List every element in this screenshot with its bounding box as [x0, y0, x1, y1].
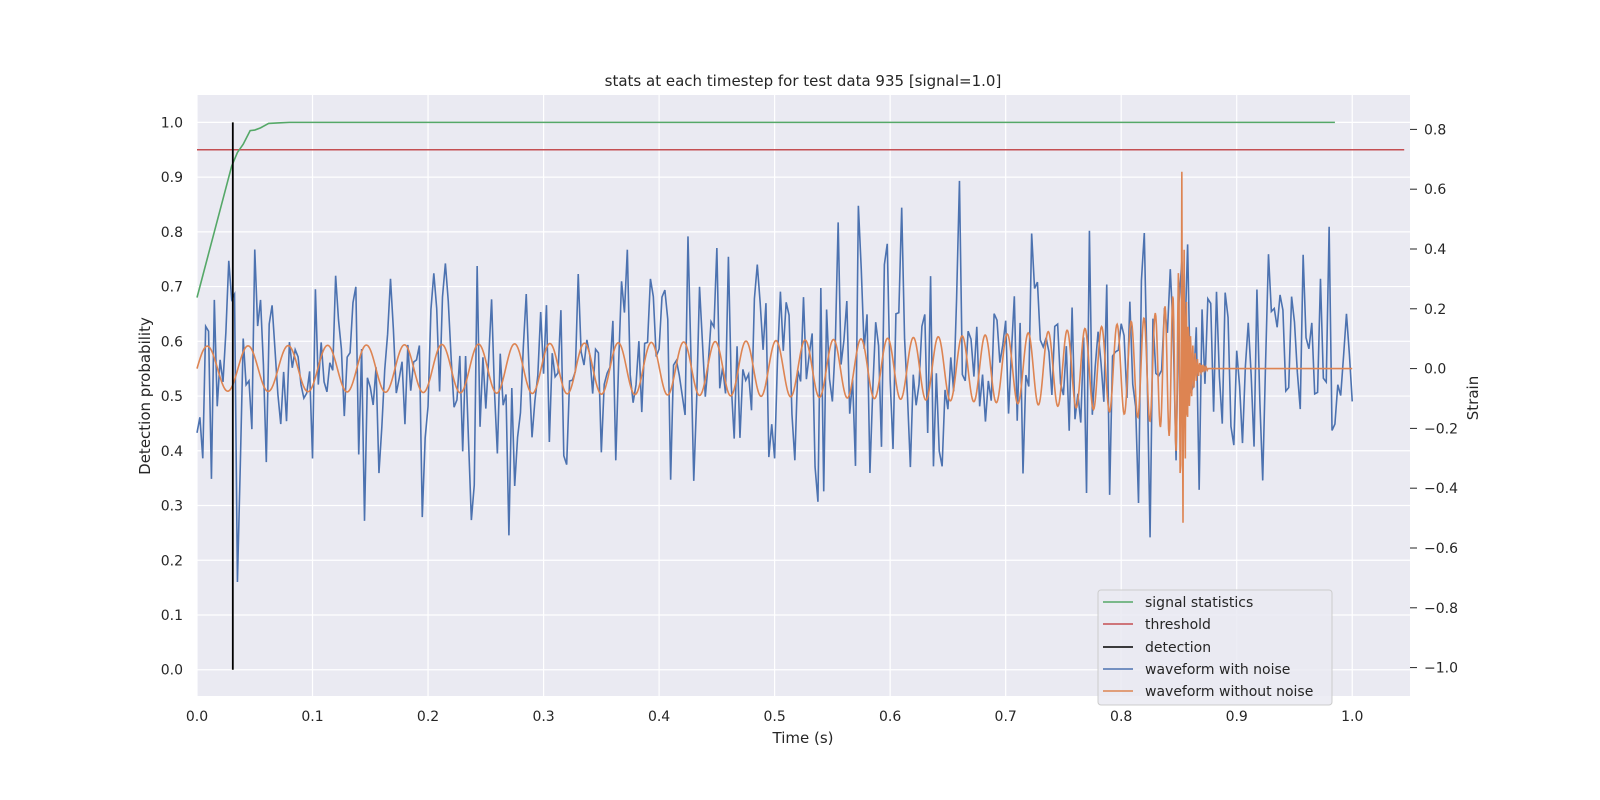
x-tick-label-3: 0.3: [532, 709, 554, 725]
y-left-tick-label-4: 0.4: [161, 444, 183, 460]
y-left-tick-label-2: 0.2: [161, 553, 183, 569]
y-left-tick-label-1: 0.1: [161, 608, 183, 624]
series-waveform-without-noise: [196, 171, 1353, 523]
series-signal-statistics: [196, 121, 1335, 298]
y-right-axis-label: Strain: [1464, 376, 1482, 420]
legend: signal statistics threshold detection wa…: [1097, 589, 1333, 706]
y-right-tick-label-4: −0.2: [1424, 421, 1458, 437]
y-left-axis-label: Detection probability: [136, 317, 154, 475]
y-left-tick-label-5: 0.5: [161, 389, 183, 405]
x-tick-label-1: 0.1: [301, 709, 323, 725]
y-left-tick-label-6: 0.6: [161, 334, 183, 350]
y-left-tick-label-8: 0.8: [161, 225, 183, 241]
x-tick-label-2: 0.2: [417, 709, 439, 725]
y-left-tick-label-0: 0.0: [161, 663, 183, 679]
x-tick-label-4: 0.4: [648, 709, 670, 725]
legend-label-waveform-without-noise: waveform without noise: [1145, 684, 1313, 700]
legend-label-signal-statistics: signal statistics: [1145, 595, 1253, 611]
x-tick-labels: 0.0 0.1 0.2 0.3 0.4 0.5 0.6 0.7 0.8 0.9 1.0: [186, 709, 1364, 725]
series-layer: [196, 121, 1405, 670]
y-left-tick-label-10: 1.0: [161, 115, 183, 131]
x-tick-label-0: 0.0: [186, 709, 208, 725]
y-right-tick-labels: −1.0 −0.8 −0.6 −0.4 −0.2 0.0 0.2 0.4 0.6 0.8: [1410, 122, 1458, 677]
x-tick-label-6: 0.6: [879, 709, 901, 725]
y-right-tick-label-2: −0.6: [1424, 541, 1458, 557]
x-axis-label: Time (s): [772, 729, 834, 747]
y-right-tick-label-5: 0.0: [1424, 362, 1446, 378]
y-right-tick-label-9: 0.8: [1424, 122, 1446, 138]
y-right-tick-label-1: −0.8: [1424, 601, 1458, 617]
y-left-tick-label-7: 0.7: [161, 280, 183, 296]
legend-box: [1097, 589, 1333, 706]
x-tick-label-7: 0.7: [995, 709, 1017, 725]
chart-title: stats at each timestep for test data 935…: [605, 72, 1002, 90]
y-right-tick-label-8: 0.6: [1424, 182, 1446, 198]
x-tick-label-5: 0.5: [763, 709, 785, 725]
x-tick-label-8: 0.8: [1110, 709, 1132, 725]
y-right-tick-label-7: 0.4: [1424, 242, 1446, 258]
series-waveform-with-noise: [196, 180, 1354, 582]
y-left-tick-labels: 0.0 0.1 0.2 0.3 0.4 0.5 0.6 0.7 0.8 0.9 1.0: [161, 115, 183, 678]
legend-label-waveform-with-noise: waveform with noise: [1145, 662, 1290, 678]
y-left-tick-label-9: 0.9: [161, 170, 183, 186]
legend-label-threshold: threshold: [1145, 617, 1211, 633]
legend-label-detection: detection: [1145, 640, 1211, 656]
x-tick-label-9: 0.9: [1226, 709, 1248, 725]
y-right-tick-label-6: 0.2: [1424, 302, 1446, 318]
y-left-tick-label-3: 0.3: [161, 499, 183, 515]
y-right-tick-label-0: −1.0: [1424, 661, 1458, 677]
y-right-tick-label-3: −0.4: [1424, 481, 1458, 497]
x-tick-label-10: 1.0: [1341, 709, 1363, 725]
